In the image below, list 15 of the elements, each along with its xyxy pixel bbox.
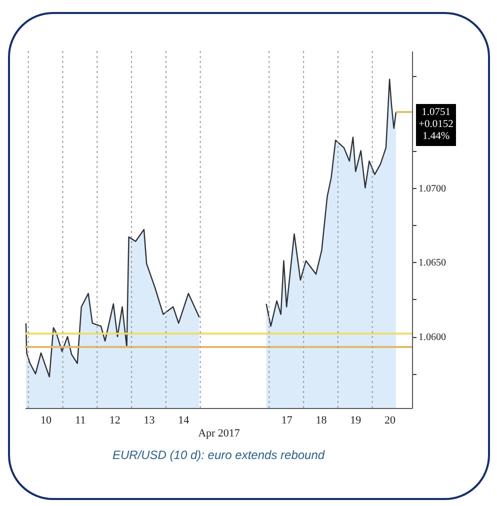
text: EUR/USD (10 d): euro extends rebound [112,448,325,462]
x-tick-label: 10 [40,414,52,426]
x-tick-label: 18 [316,414,328,426]
x-tick-label: 20 [384,414,396,426]
y-tick-label: 1.0600 [418,332,446,344]
y-tick-label: 1.0650 [418,258,446,269]
ref-line-label: 1.0751 +0.0152 1.44% [418,106,454,142]
x-tick-label: 13 [144,414,156,426]
x-tick-label: 17 [281,414,293,426]
x-tick-label: 12 [109,414,120,426]
y-tick-label: 1.0700 [418,183,446,194]
x-axis-title: Apr 2017 [198,428,240,440]
x-tick-label: 11 [75,414,86,426]
x-tick-label: 14 [178,414,190,426]
x-tick-label: 19 [350,414,362,426]
